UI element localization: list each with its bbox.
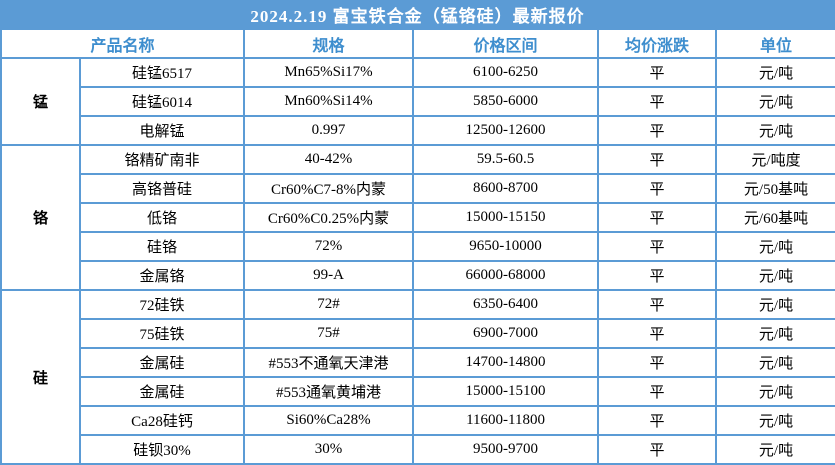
spec-cell: 0.997 — [243, 115, 415, 146]
price-range-cell: 15000-15150 — [412, 202, 600, 233]
unit-cell: 元/吨 — [715, 289, 835, 320]
unit-cell: 元/吨 — [715, 318, 835, 349]
group-label-cell: 硅 — [0, 289, 81, 465]
unit-cell: 元/吨度 — [715, 144, 835, 175]
avg-change-cell: 平 — [597, 86, 718, 117]
price-table: 产品名称 规格 价格区间 均价涨跌 单位 锰硅锰6517 Mn65%Si17% 61… — [0, 28, 835, 465]
spec-cell: #553通氧黄埔港 — [243, 376, 415, 407]
product-cell: 电解锰 — [78, 115, 246, 146]
price-range-cell: 6100-6250 — [412, 57, 600, 88]
table-row: 电解锰 0.997 12500-12600 平元/吨 — [1, 115, 835, 146]
spec-cell: Mn65%Si17% — [243, 57, 415, 88]
group-label-cell: 锰 — [0, 57, 81, 146]
table-row: 75硅铁 75# 6900-7000 平元/吨 — [1, 318, 835, 349]
price-range-cell: 8600-8700 — [412, 173, 600, 204]
avg-change-cell: 平 — [597, 202, 718, 233]
table-row: Ca28硅钙 Si60%Ca28% 11600-11800 平元/吨 — [1, 405, 835, 436]
product-cell: 硅锰6517 — [78, 57, 246, 88]
report-title: 2024.2.19 富宝铁合金（锰铬硅）最新报价 — [250, 6, 585, 26]
spec-cell: Cr60%C7-8%内蒙 — [243, 173, 415, 204]
table-row: 金属铬 99-A 66000-68000 平元/吨 — [1, 260, 835, 291]
table-body: 锰硅锰6517 Mn65%Si17% 6100-6250 平元/吨 硅锰6014 Mn60… — [0, 57, 835, 465]
col-header-unit: 单位 — [715, 28, 835, 59]
spec-cell: 72% — [243, 231, 415, 262]
product-cell: 金属硅 — [78, 376, 246, 407]
product-cell: 硅锰6014 — [78, 86, 246, 117]
col-header-spec: 规格 — [243, 28, 415, 59]
price-range-cell: 6350-6400 — [412, 289, 600, 320]
product-cell: 高铬普硅 — [78, 173, 246, 204]
unit-cell: 元/吨 — [715, 260, 835, 291]
unit-cell: 元/吨 — [715, 231, 835, 262]
price-range-cell: 15000-15100 — [412, 376, 600, 407]
table-row: 金属硅 #553通氧黄埔港 15000-15100 平元/吨 — [1, 376, 835, 407]
table-row: 高铬普硅 Cr60%C7-8%内蒙 8600-8700 平元/50基吨 — [1, 173, 835, 204]
avg-change-cell: 平 — [597, 260, 718, 291]
table-row: 硅铬 72% 9650-10000 平元/吨 — [1, 231, 835, 262]
product-cell: 金属铬 — [78, 260, 246, 291]
header-row: 产品名称 规格 价格区间 均价涨跌 单位 — [0, 28, 835, 59]
spec-cell: 30% — [243, 434, 415, 465]
avg-change-cell: 平 — [597, 144, 718, 175]
title-bar: 2024.2.19 富宝铁合金（锰铬硅）最新报价 — [0, 0, 835, 28]
product-cell: 金属硅 — [78, 347, 246, 378]
col-header-price-range: 价格区间 — [412, 28, 600, 59]
col-header-avg-change: 均价涨跌 — [597, 28, 718, 59]
unit-cell: 元/吨 — [715, 405, 835, 436]
table-row: 硅 72硅铁 72# 6350-6400 平元/吨 — [0, 289, 835, 465]
table-row: 金属硅 #553不通氧天津港 14700-14800 平元/吨 — [1, 347, 835, 378]
product-cell: 铬精矿南非 — [78, 144, 246, 175]
price-range-cell: 6900-7000 — [412, 318, 600, 349]
avg-change-cell: 平 — [597, 434, 718, 465]
price-range-cell: 12500-12600 — [412, 115, 600, 146]
spec-cell: Si60%Ca28% — [243, 405, 415, 436]
avg-change-cell: 平 — [597, 231, 718, 262]
table-row: 低铬 Cr60%C0.25%内蒙 15000-15150 平元/60基吨 — [1, 202, 835, 233]
price-range-cell: 9650-10000 — [412, 231, 600, 262]
unit-cell: 元/50基吨 — [715, 173, 835, 204]
price-range-cell: 59.5-60.5 — [412, 144, 600, 175]
spec-cell: 72# — [243, 289, 415, 320]
product-cell: 硅铬 — [78, 231, 246, 262]
spec-cell: 99-A — [243, 260, 415, 291]
avg-change-cell: 平 — [597, 376, 718, 407]
product-cell: 低铬 — [78, 202, 246, 233]
unit-cell: 元/吨 — [715, 57, 835, 88]
unit-cell: 元/吨 — [715, 434, 835, 465]
avg-change-cell: 平 — [597, 57, 718, 88]
spec-cell: Cr60%C0.25%内蒙 — [243, 202, 415, 233]
table-row: 硅锰6014 Mn60%Si14% 5850-6000 平元/吨 — [1, 86, 835, 117]
price-range-cell: 66000-68000 — [412, 260, 600, 291]
unit-cell: 元/吨 — [715, 86, 835, 117]
product-cell: 硅钡30% — [78, 434, 246, 465]
col-header-product-name: 产品名称 — [0, 28, 246, 59]
product-cell: Ca28硅钙 — [78, 405, 246, 436]
avg-change-cell: 平 — [597, 289, 718, 320]
unit-cell: 元/吨 — [715, 347, 835, 378]
spec-cell: 40-42% — [243, 144, 415, 175]
avg-change-cell: 平 — [597, 405, 718, 436]
spec-cell: 75# — [243, 318, 415, 349]
table-row: 铬铬精矿南非 40-42% 59.5-60.5 平元/吨度 — [0, 144, 835, 291]
price-range-cell: 9500-9700 — [412, 434, 600, 465]
price-range-cell: 14700-14800 — [412, 347, 600, 378]
table-row: 硅钡30% 30% 9500-9700 平元/吨 — [1, 434, 835, 465]
unit-cell: 元/60基吨 — [715, 202, 835, 233]
avg-change-cell: 平 — [597, 173, 718, 204]
unit-cell: 元/吨 — [715, 115, 835, 146]
group-label-cell: 铬 — [0, 144, 81, 291]
product-cell: 75硅铁 — [78, 318, 246, 349]
avg-change-cell: 平 — [597, 318, 718, 349]
table-row: 锰硅锰6517 Mn65%Si17% 6100-6250 平元/吨 — [0, 57, 835, 146]
price-range-cell: 11600-11800 — [412, 405, 600, 436]
avg-change-cell: 平 — [597, 347, 718, 378]
product-cell: 72硅铁 — [78, 289, 246, 320]
spec-cell: Mn60%Si14% — [243, 86, 415, 117]
unit-cell: 元/吨 — [715, 376, 835, 407]
price-range-cell: 5850-6000 — [412, 86, 600, 117]
spec-cell: #553不通氧天津港 — [243, 347, 415, 378]
avg-change-cell: 平 — [597, 115, 718, 146]
